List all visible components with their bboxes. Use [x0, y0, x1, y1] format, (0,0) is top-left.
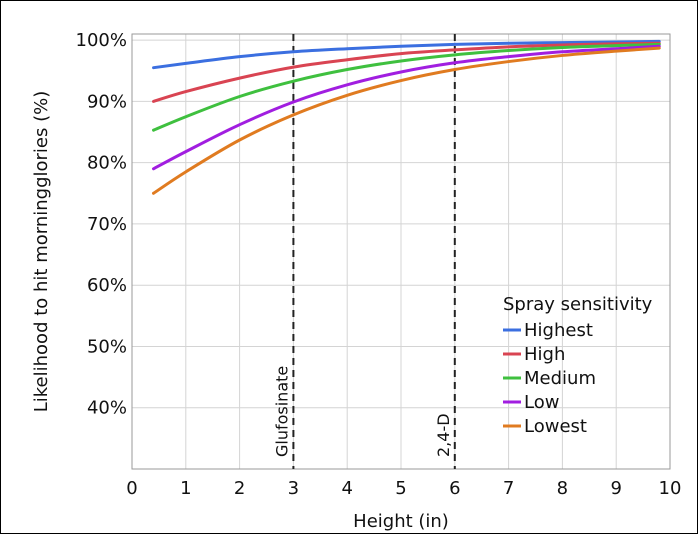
y-tick-label: 60% [87, 275, 127, 296]
legend-label: Medium [524, 368, 596, 389]
x-tick-labels: 0 1 2 3 4 5 6 7 8 9 10 [126, 478, 681, 499]
legend-label: Lowest [524, 416, 587, 437]
y-tick-label: 100% [76, 30, 127, 51]
legend-label: High [524, 344, 565, 365]
y-tick-label: 70% [87, 214, 127, 235]
series-line-low [152, 44, 661, 171]
series-line-medium [152, 42, 661, 132]
legend: Spray sensitivity Highest High Medium Low Lo… [503, 294, 653, 437]
x-tick-label: 8 [557, 478, 568, 499]
reference-line-label: 2,4-D [434, 413, 453, 457]
y-tick-label: 90% [87, 91, 127, 112]
legend-title: Spray sensitivity [503, 294, 653, 315]
x-tick-label: 10 [659, 478, 682, 499]
reference-lines: Glufosinate 2,4-D [272, 34, 456, 469]
x-tick-label: 1 [180, 478, 191, 499]
x-tick-label: 9 [610, 478, 621, 499]
series-line-high [152, 41, 661, 103]
x-tick-label: 0 [126, 478, 137, 499]
y-tick-label: 80% [87, 153, 127, 174]
y-tick-labels: 40% 50% 60% 70% 80% 90% 100% [76, 30, 127, 419]
legend-items: Highest High Medium Low Lowest [503, 320, 596, 437]
x-tick-label: 4 [341, 478, 352, 499]
x-axis-title: Height (in) [353, 511, 449, 532]
x-tick-label: 6 [449, 478, 460, 499]
y-axis-title: Likelihood to hit morningglories (%) [31, 91, 52, 413]
x-tick-label: 3 [288, 478, 299, 499]
legend-label: Low [524, 392, 559, 413]
grid-layer [131, 34, 671, 469]
series-line-highest [152, 39, 661, 70]
legend-label: Highest [524, 320, 593, 341]
y-tick-label: 50% [87, 336, 127, 357]
y-tick-label: 40% [87, 398, 127, 419]
x-tick-label: 2 [234, 478, 245, 499]
x-tick-label: 5 [395, 478, 406, 499]
plot-border [131, 33, 671, 470]
x-tick-label: 7 [503, 478, 514, 499]
series-layer [152, 39, 661, 195]
series-line-lowest [152, 46, 661, 195]
reference-line-label: Glufosinate [272, 366, 291, 457]
